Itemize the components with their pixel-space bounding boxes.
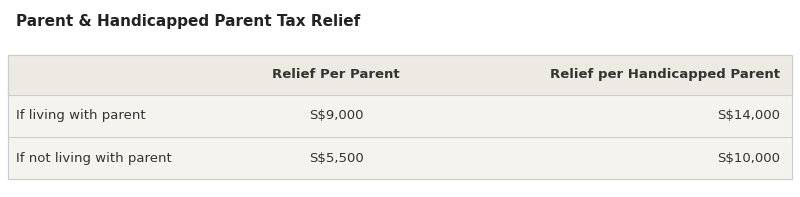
Text: Relief per Handicapped Parent: Relief per Handicapped Parent — [550, 68, 780, 81]
Text: Relief Per Parent: Relief Per Parent — [272, 68, 400, 81]
Bar — [8, 55, 792, 95]
Text: S$5,500: S$5,500 — [309, 152, 363, 164]
Text: S$10,000: S$10,000 — [717, 152, 780, 164]
Text: S$14,000: S$14,000 — [717, 109, 780, 122]
Bar — [8, 55, 792, 179]
Bar — [8, 137, 792, 179]
Text: S$9,000: S$9,000 — [309, 109, 363, 122]
Bar — [8, 95, 792, 137]
Text: Parent & Handicapped Parent Tax Relief: Parent & Handicapped Parent Tax Relief — [16, 14, 360, 29]
Text: If living with parent: If living with parent — [16, 109, 146, 122]
Text: If not living with parent: If not living with parent — [16, 152, 172, 164]
